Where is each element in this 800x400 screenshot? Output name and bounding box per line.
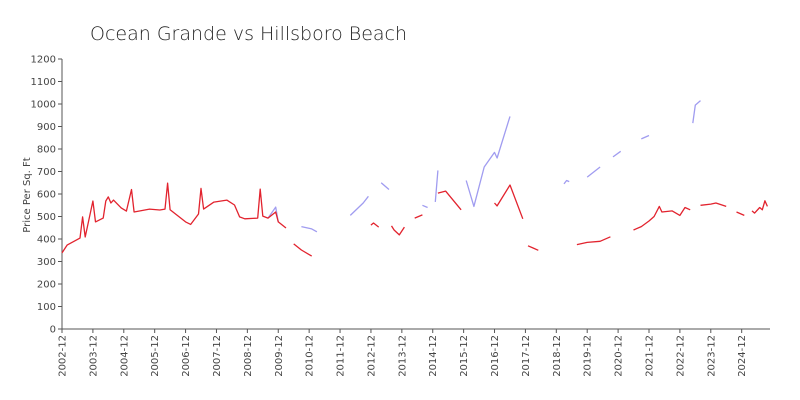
x-tick-label: 2003-12 [88,335,99,377]
y-tick-label: 1100 [31,77,56,88]
x-tick-label: 2010-12 [305,335,316,377]
y-tick-label: 700 [37,167,56,178]
y-tick-label: 0 [50,325,56,336]
y-axis-label: Price Per Sq. Ft [22,157,33,232]
x-tick-label: 2007-12 [212,335,223,377]
x-tick-label: 2017-12 [521,335,532,377]
x-tick-label: 2015-12 [459,335,470,377]
chart-title: Ocean Grande vs Hillsboro Beach [90,23,407,45]
x-tick-label: 2016-12 [490,335,501,377]
x-tick-label: 2005-12 [150,335,161,377]
x-tick-label: 2020-12 [614,335,625,377]
y-tick-label: 900 [37,122,56,133]
x-tick-label: 2013-12 [397,335,408,377]
y-tick-label: 500 [37,212,56,223]
y-tick-label: 400 [37,235,56,246]
x-tick-label: 2022-12 [675,335,686,377]
x-tick-label: 2008-12 [243,335,254,377]
y-tick-label: 1000 [31,100,56,111]
x-tick-label: 2006-12 [181,335,192,377]
x-tick-label: 2023-12 [706,335,717,377]
y-tick-label: 200 [37,280,56,291]
x-tick-label: 2014-12 [428,335,439,377]
y-tick-label: 300 [37,257,56,268]
y-tick-label: 100 [37,302,56,313]
x-tick-label: 2021-12 [644,335,655,377]
x-tick-label: 2012-12 [366,335,377,377]
x-tick-label: 2018-12 [552,335,563,377]
series-line [268,85,767,232]
series-line [61,182,768,257]
x-tick-label: 2009-12 [274,335,285,377]
x-tick-label: 2004-12 [119,335,130,377]
x-tick-label: 2002-12 [58,335,69,377]
y-tick-label: 1200 [31,55,56,66]
x-tick-label: 2024-12 [737,335,748,377]
x-tick-label: 2019-12 [583,335,594,377]
x-tick-label: 2011-12 [336,335,347,377]
y-tick-label: 600 [37,190,56,201]
y-tick-label: 800 [37,145,56,156]
